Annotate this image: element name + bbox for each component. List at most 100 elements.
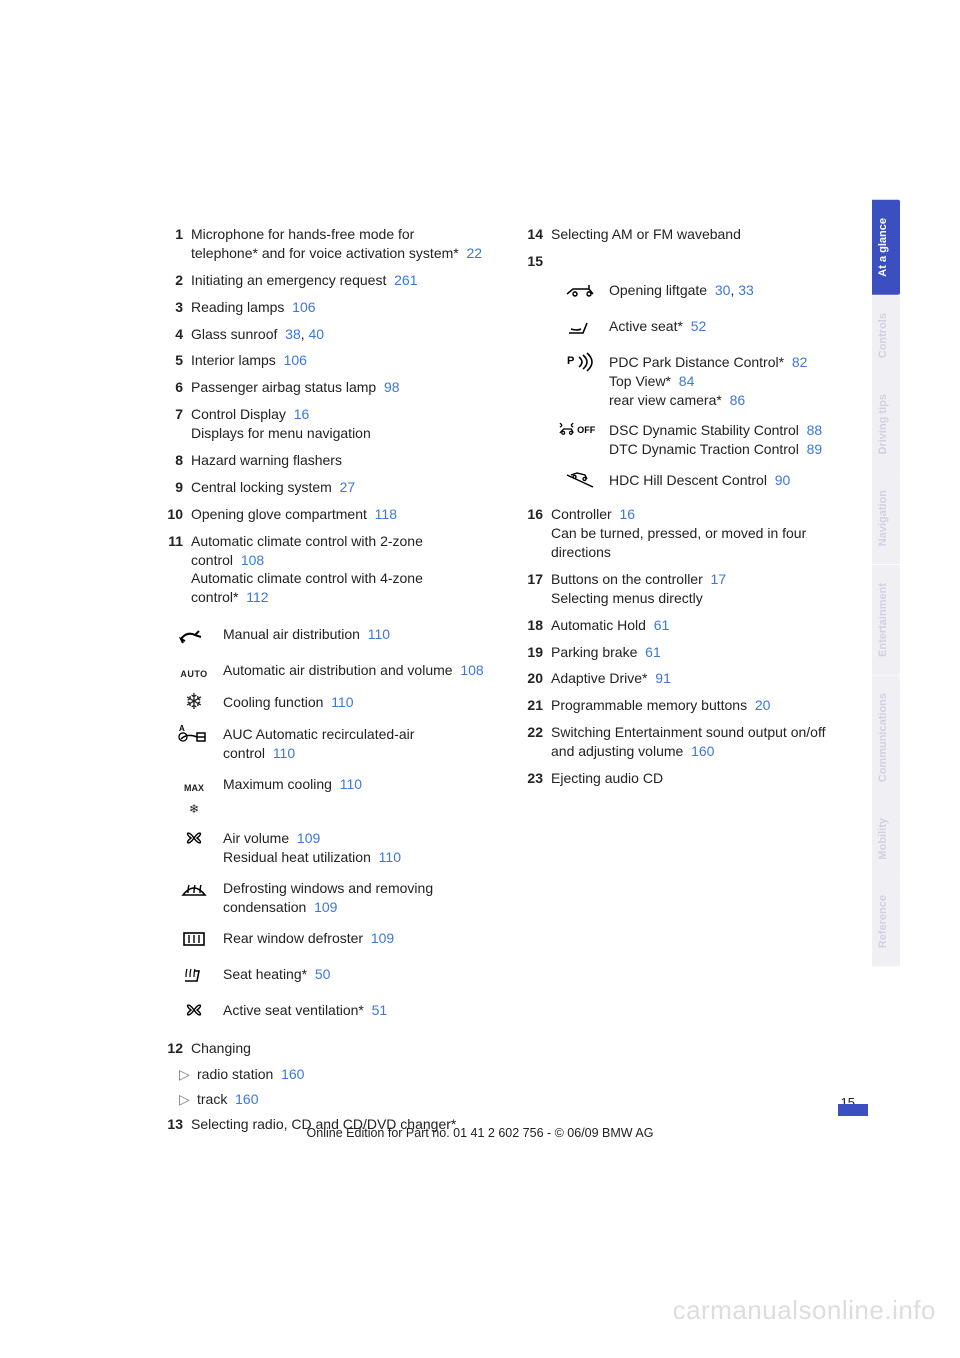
page-ref[interactable]: 88 — [807, 422, 823, 438]
page-ref[interactable]: 160 — [281, 1066, 304, 1082]
page-ref[interactable]: 90 — [775, 472, 791, 488]
page-ref[interactable]: 106 — [284, 352, 307, 368]
right-column: 14 Selecting AM or FM waveband 15 Openin… — [525, 225, 845, 1142]
icon-row: Air volume 109Residual heat utilization … — [165, 827, 485, 867]
page-ref[interactable]: 86 — [730, 392, 746, 408]
page-number-bar — [838, 1104, 868, 1116]
list-item: 20 Adaptive Drive* 91 — [525, 669, 845, 688]
item-number: 1 — [165, 225, 191, 263]
page-ref[interactable]: 110 — [368, 626, 390, 642]
manual-air-icon — [165, 623, 223, 649]
list-item: 23 Ejecting audio CD — [525, 769, 845, 788]
page-ref[interactable]: 110 — [331, 694, 353, 710]
page-ref[interactable]: 50 — [315, 966, 331, 982]
tab-at-a-glance[interactable]: At a glance — [872, 200, 900, 295]
icon-row: HDC Hill Descent Control 90 — [551, 469, 845, 495]
bullet-item: ▷ radio station 160 — [179, 1065, 485, 1084]
list-item: 7 Control Display 16Displays for menu na… — [165, 405, 485, 443]
bullet-item: ▷ track 160 — [179, 1090, 485, 1109]
page-ref[interactable]: 16 — [619, 506, 635, 522]
page-ref[interactable]: 110 — [340, 776, 362, 792]
icon-row: OFF DSC Dynamic Stability Control 88DTC … — [551, 419, 845, 459]
page-ref[interactable]: 118 — [375, 506, 397, 522]
page-ref[interactable]: 33 — [738, 282, 754, 298]
tab-communications[interactable]: Communications — [872, 675, 900, 800]
icon-row: P PDC Park Distance Control* 82Top View*… — [551, 351, 845, 410]
page-ref[interactable]: 51 — [372, 1002, 388, 1018]
seat-ventilation-icon — [165, 999, 223, 1025]
page-ref[interactable]: 108 — [241, 552, 264, 568]
page-ref[interactable]: 61 — [645, 644, 661, 660]
list-item: 10 Opening glove compartment 118 — [165, 505, 485, 524]
page-ref[interactable]: 109 — [297, 830, 320, 846]
recirculate-icon: A — [165, 723, 223, 749]
page-ref[interactable]: 89 — [807, 441, 823, 457]
list-item: 2 Initiating an emergency request 261 — [165, 271, 485, 290]
icon-row: Defrosting windows and removing condensa… — [165, 877, 485, 917]
svg-text:P: P — [567, 355, 574, 367]
page-ref[interactable]: 160 — [235, 1091, 258, 1107]
icon-row: A AUC Automatic recirculated-air control… — [165, 723, 485, 763]
list-item: 8 Hazard warning flashers — [165, 451, 485, 470]
tab-mobility[interactable]: Mobility — [872, 800, 900, 878]
defrost-rear-icon — [165, 927, 223, 953]
icon-row: Active seat ventilation* 51 — [165, 999, 485, 1025]
page-ref[interactable]: 109 — [314, 899, 337, 915]
page-ref[interactable]: 16 — [294, 406, 310, 422]
page-ref[interactable]: 22 — [467, 245, 483, 261]
tab-reference[interactable]: Reference — [872, 877, 900, 966]
list-item: 4 Glass sunroof 38, 40 — [165, 325, 485, 344]
page-ref[interactable]: 30 — [715, 282, 731, 298]
page-ref[interactable]: 27 — [340, 479, 356, 495]
page-ref[interactable]: 20 — [755, 697, 771, 713]
hdc-icon — [551, 469, 609, 495]
icon-row: MAX❄ Maximum cooling 110 — [165, 773, 485, 817]
controls-icon-list: Opening liftgate 30, 33 Active seat* 52 … — [551, 279, 845, 495]
list-item: 3 Reading lamps 106 — [165, 298, 485, 317]
page-ref[interactable]: 160 — [691, 743, 714, 759]
page-ref[interactable]: 91 — [655, 670, 671, 686]
defrost-front-icon — [165, 877, 223, 903]
max-cooling-icon: MAX❄ — [165, 773, 223, 817]
page-ref[interactable]: 108 — [460, 662, 483, 678]
page-ref[interactable]: 84 — [679, 373, 695, 389]
tab-navigation[interactable]: Navigation — [872, 472, 900, 564]
tab-driving-tips[interactable]: Driving tips — [872, 376, 900, 473]
page-ref[interactable]: 110 — [273, 745, 295, 761]
tab-controls[interactable]: Controls — [872, 295, 900, 376]
list-item: 5 Interior lamps 106 — [165, 351, 485, 370]
list-item: 19 Parking brake 61 — [525, 643, 845, 662]
page-ref[interactable]: 110 — [379, 849, 401, 865]
list-item: 14 Selecting AM or FM waveband — [525, 225, 845, 244]
icon-row: Active seat* 52 — [551, 315, 845, 341]
climate-icon-list: Manual air distribution 110 AUTO Automat… — [165, 623, 485, 1024]
pdc-icon: P — [551, 351, 609, 377]
page-ref[interactable]: 38 — [285, 326, 301, 342]
page-ref[interactable]: 261 — [394, 272, 417, 288]
page-ref[interactable]: 61 — [654, 617, 670, 633]
watermark: carmanualsonline.info — [673, 1295, 936, 1326]
icon-row: Seat heating* 50 — [165, 963, 485, 989]
page-ref[interactable]: 109 — [371, 930, 394, 946]
triangle-bullet-icon: ▷ — [179, 1065, 197, 1084]
page-ref[interactable]: 82 — [792, 354, 808, 370]
page-ref[interactable]: 52 — [691, 318, 707, 334]
icon-row: ❄ Cooling function 110 — [165, 691, 485, 713]
snowflake-icon: ❄ — [165, 691, 223, 713]
fan-icon — [165, 827, 223, 853]
page-ref[interactable]: 106 — [292, 299, 315, 315]
item-text: Microphone for hands-free mode for telep… — [191, 225, 485, 263]
page-ref[interactable]: 112 — [246, 589, 268, 605]
list-item: 12 Changing — [165, 1039, 485, 1058]
icon-row: AUTO Automatic air distribution and volu… — [165, 659, 485, 681]
icon-row: Rear window defroster 109 — [165, 927, 485, 953]
svg-text:OFF: OFF — [577, 425, 596, 435]
page-ref[interactable]: 40 — [309, 326, 325, 342]
icon-row: Manual air distribution 110 — [165, 623, 485, 649]
list-item: 22 Switching Entertainment sound output … — [525, 723, 845, 761]
page-ref[interactable]: 17 — [711, 571, 727, 587]
active-seat-icon — [551, 315, 609, 341]
tab-entertainment[interactable]: Entertainment — [872, 565, 900, 675]
page-ref[interactable]: 98 — [384, 379, 400, 395]
list-item: 21 Programmable memory buttons 20 — [525, 696, 845, 715]
